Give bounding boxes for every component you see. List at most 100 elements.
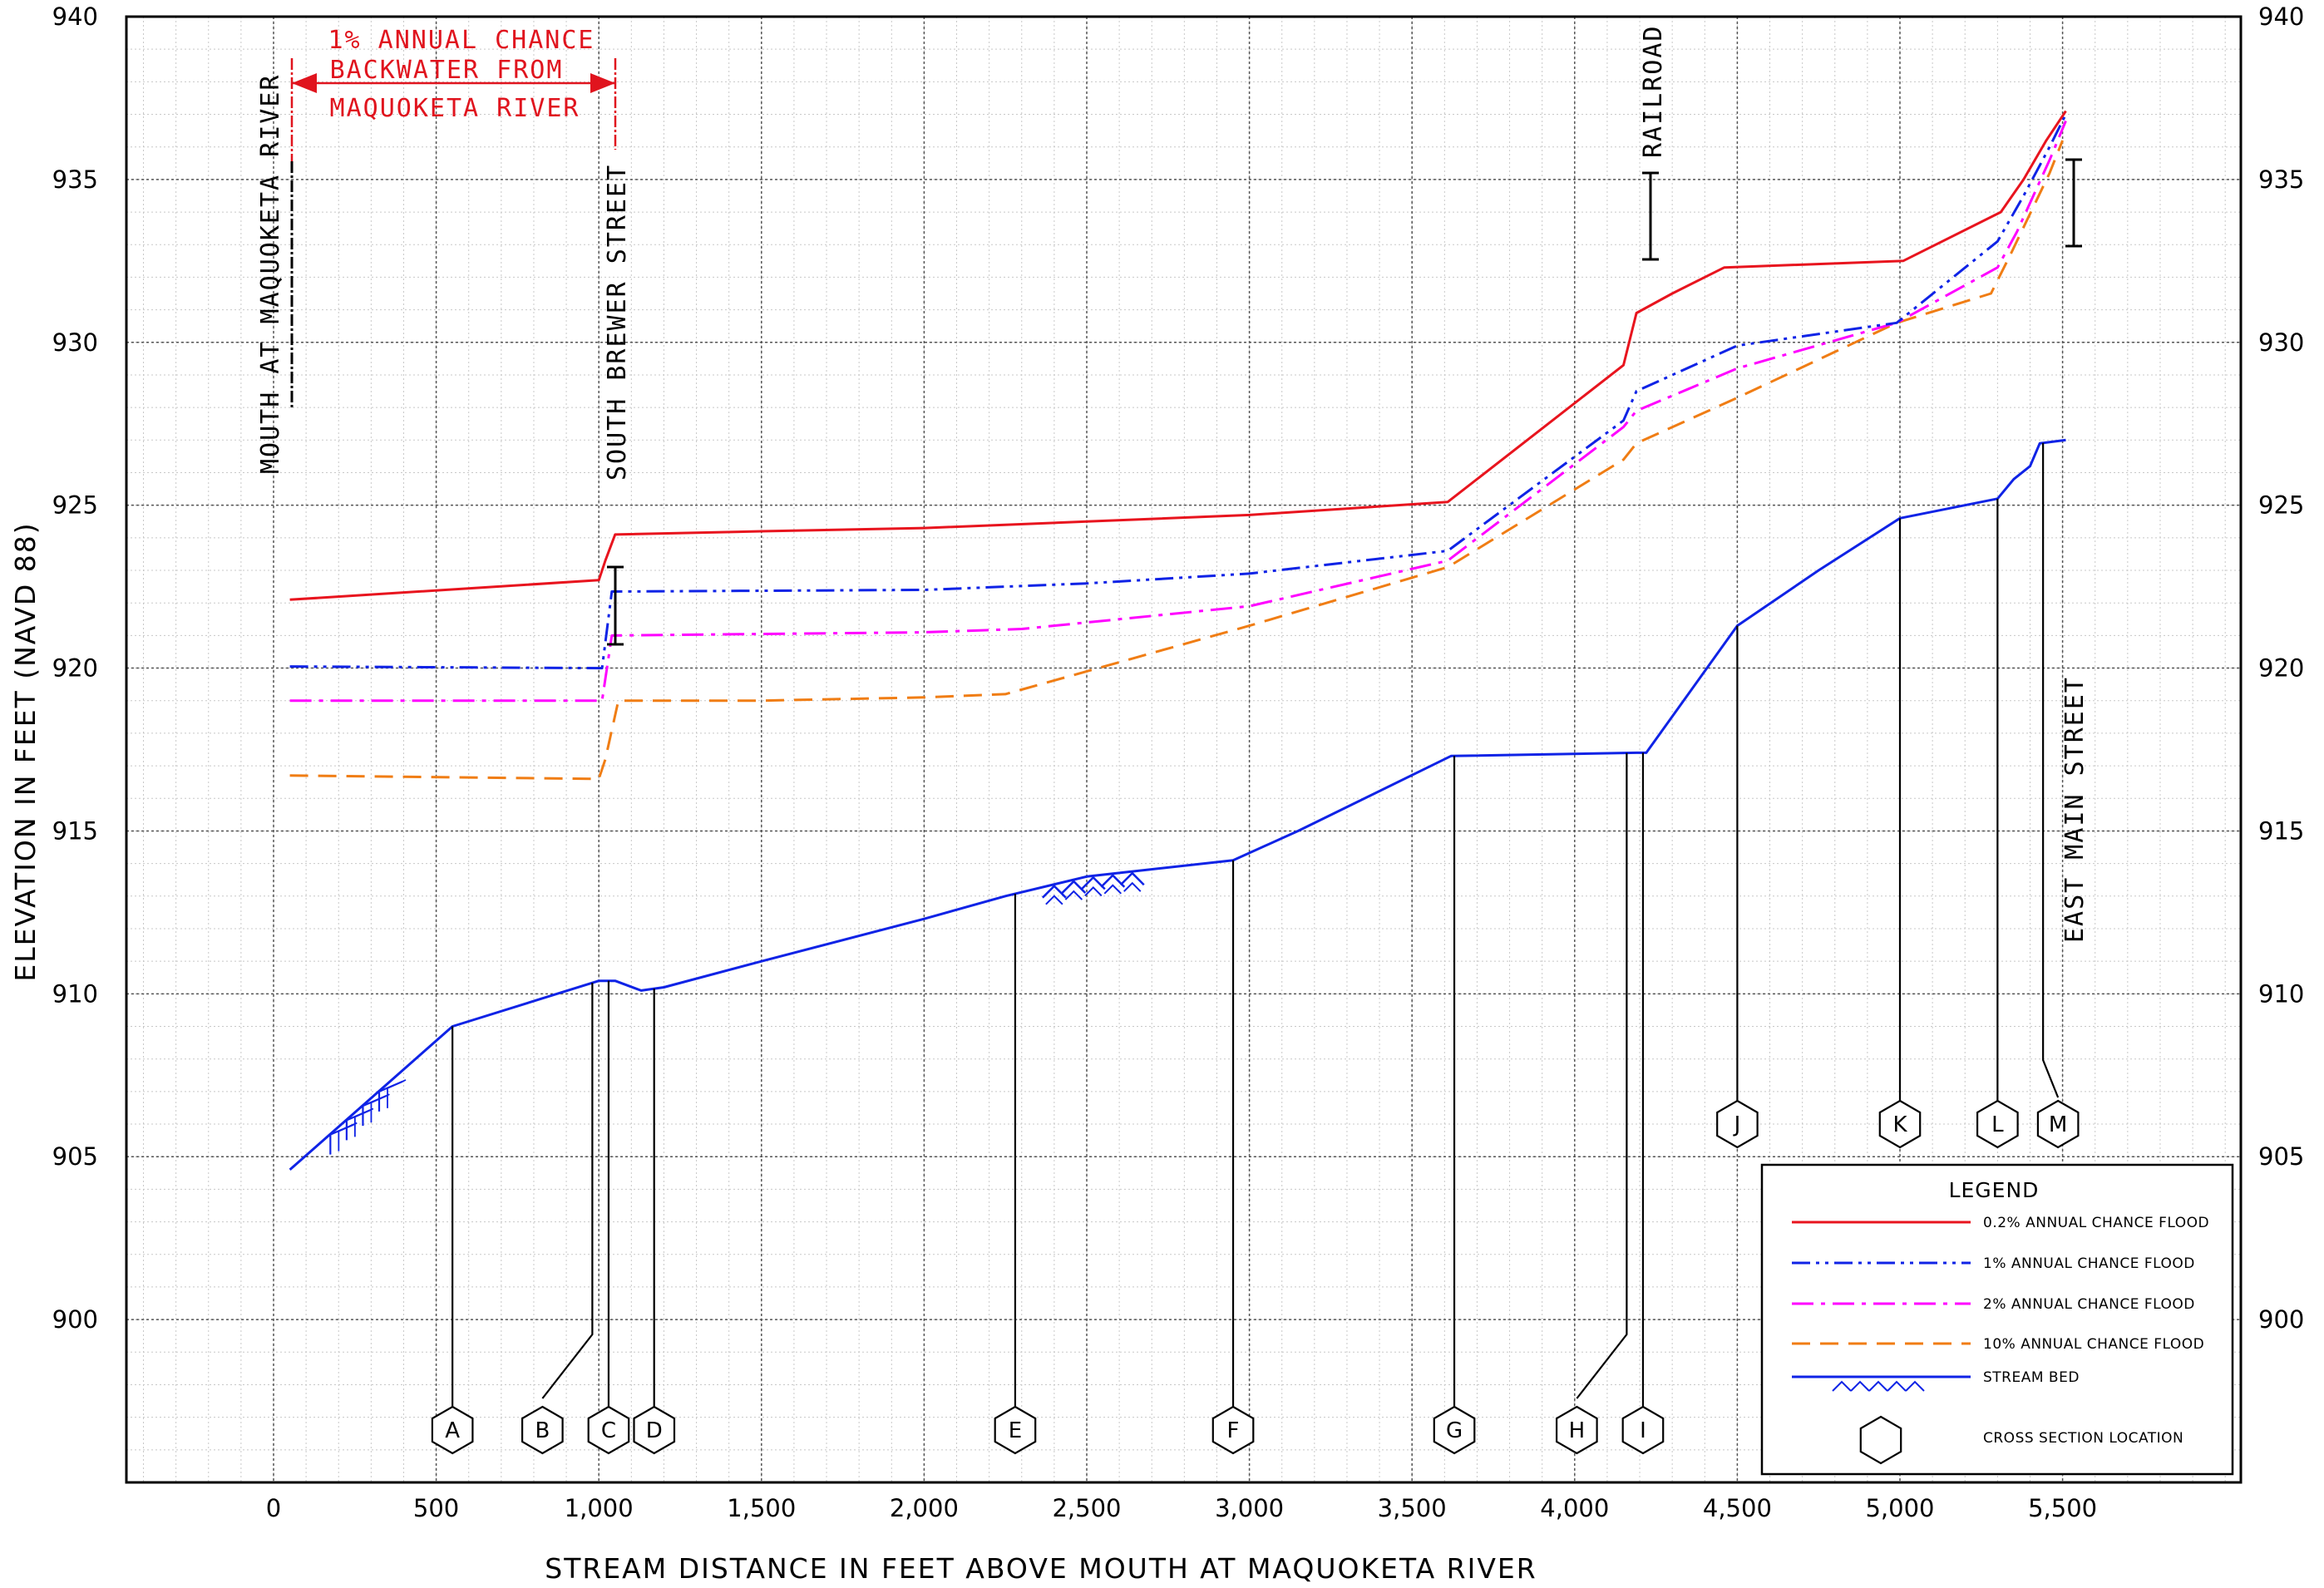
cross-section-label: B [535,1418,550,1443]
x-tick-label: 4,000 [1540,1494,1609,1522]
y-tick-label-left: 940 [52,2,98,31]
cross-section-label: F [1227,1418,1240,1443]
legend-label: STREAM BED [1983,1369,2080,1386]
south-brewer-label: SOUTH BREWER STREET [603,164,632,481]
x-tick-label: 0 [266,1494,281,1522]
cross-section-hexagon [1621,1405,1665,1455]
series-layer [289,110,2067,1171]
cross-section-b: B [521,983,594,1455]
cross-section-m: M [2036,442,2080,1149]
cross-section-hexagon [633,1405,676,1455]
stream-bed-hatch [1103,884,1123,895]
cross-section-hexagon [1716,1099,1759,1149]
legend-item: CROSS SECTION LOCATION [1859,1415,2183,1465]
stream-bed-hatch [338,1122,358,1152]
legend-hatch-swatch [1887,1380,1907,1392]
cross-section-layer: A B C D E F G H I J K L M [431,442,2080,1455]
y-tick-label-left: 915 [52,816,98,845]
cross-section-label: J [1733,1112,1741,1137]
y-tick-label-left: 920 [52,654,98,683]
cross-section-hexagon [994,1405,1037,1455]
x-tick-label: 1,000 [565,1494,634,1522]
backwater-annotation: 1% ANNUAL CHANCE BACKWATER FROM MAQUOKET… [290,26,617,161]
y-tick-label-right: 925 [2258,491,2304,520]
stream-bed-hatch [1045,895,1063,905]
y-tick-label-right: 910 [2258,979,2304,1008]
cross-section-e: E [994,893,1037,1455]
cross-section-hexagon [1878,1099,1922,1149]
legend-label: 0.2% ANNUAL CHANCE FLOOD [1983,1215,2209,1231]
plot-frame [125,15,2243,1484]
x-tick-label: 2,500 [1052,1494,1121,1522]
east-main-label: EAST MAIN STREET [2060,676,2090,943]
stream-bed-hatch [1041,884,1067,899]
cross-section-leader [2042,442,2060,1098]
y-tick-label-left: 935 [52,165,98,194]
y-tick-label-right: 900 [2258,1305,2304,1334]
legend-hatch-swatch [1868,1380,1888,1392]
y-tick-label-left: 905 [52,1142,98,1171]
cross-section-k: K [1878,518,1922,1149]
cross-section-label: H [1569,1418,1586,1443]
y-axis-right: 900 905 910 915 920 925 930 935 940 [2258,2,2304,1334]
cross-section-hexagon [1433,1405,1476,1455]
series-line-0-2-annual-chance-flood [289,110,2067,601]
y-tick-label-left: 910 [52,979,98,1008]
cross-section-label: C [601,1418,616,1443]
backwater-line-1: 1% ANNUAL CHANCE [328,26,595,55]
y-tick-label-right: 930 [2258,328,2304,357]
east-main-annotation: EAST MAIN STREET [2060,158,2090,943]
y-tick-label-right: 915 [2258,816,2304,845]
cross-section-hexagon [587,1405,630,1455]
stream-bed-hatch [1061,880,1087,894]
x-tick-label: 3,500 [1378,1494,1447,1522]
series-line-stream-bed [289,438,2066,1171]
cross-section-j: J [1716,625,1759,1149]
y-tick-label-left: 925 [52,491,98,520]
x-tick-label: 5,500 [2028,1494,2097,1522]
cross-section-leader [1576,752,1628,1399]
y-tick-label-right: 935 [2258,165,2304,194]
cross-section-i: I [1621,752,1665,1455]
railroad-label: RAILROAD [1639,25,1668,159]
stream-bed-hatch [387,1079,407,1108]
legend-hatch-swatch [1905,1380,1925,1392]
x-tick-label: 3,000 [1215,1494,1284,1522]
stream-bed-hatches [329,871,1145,1155]
y-tick-label-right: 940 [2258,2,2304,31]
stream-bed-hatch [1080,875,1106,890]
cross-section-label: I [1640,1418,1646,1443]
stream-bed-hatch [370,1093,390,1123]
stream-bed-hatch [1119,871,1145,886]
cross-section-leader [541,983,594,1399]
legend-label: CROSS SECTION LOCATION [1983,1430,2183,1447]
south-brewer-annotation: SOUTH BREWER STREET [603,164,632,646]
cross-section-label: A [445,1418,460,1443]
y-axis-left: 900 905 910 915 920 925 930 935 940 [52,2,98,1334]
cross-section-hexagon [1976,1099,2019,1149]
x-tick-label: 1,500 [727,1494,796,1522]
series-line-2-annual-chance-flood [289,120,2067,703]
legend-label: 10% ANNUAL CHANCE FLOOD [1983,1336,2204,1353]
backwater-arrowhead-right [590,73,615,93]
legend-title: LEGEND [1949,1178,2040,1202]
backwater-arrowhead-left [292,73,317,93]
cross-section-c: C [587,980,630,1455]
cross-section-label: D [646,1418,663,1443]
mouth-label: MOUTH AT MAQUOKETA RIVER [256,74,285,474]
mouth-annotation: MOUTH AT MAQUOKETA RIVER [256,74,294,474]
legend-label: 1% ANNUAL CHANCE FLOOD [1983,1255,2195,1272]
cross-section-label: L [1991,1112,2004,1137]
railroad-annotation: RAILROAD [1639,25,1668,261]
backwater-line-2: BACKWATER FROM [330,56,564,85]
legend-hexagon-swatch [1859,1415,1902,1465]
y-tick-label-right: 905 [2258,1142,2304,1171]
legend-label: 2% ANNUAL CHANCE FLOOD [1983,1296,2195,1313]
backwater-line-3: MAQUOKETA RIVER [330,94,580,123]
cross-section-label: M [2049,1112,2067,1137]
legend-item: 1% ANNUAL CHANCE FLOOD [1792,1255,2195,1272]
stream-bed-hatch [1100,874,1126,888]
cross-section-label: E [1009,1418,1022,1443]
cross-section-a: A [431,1026,474,1455]
legend-item: STREAM BED [1792,1369,2080,1386]
